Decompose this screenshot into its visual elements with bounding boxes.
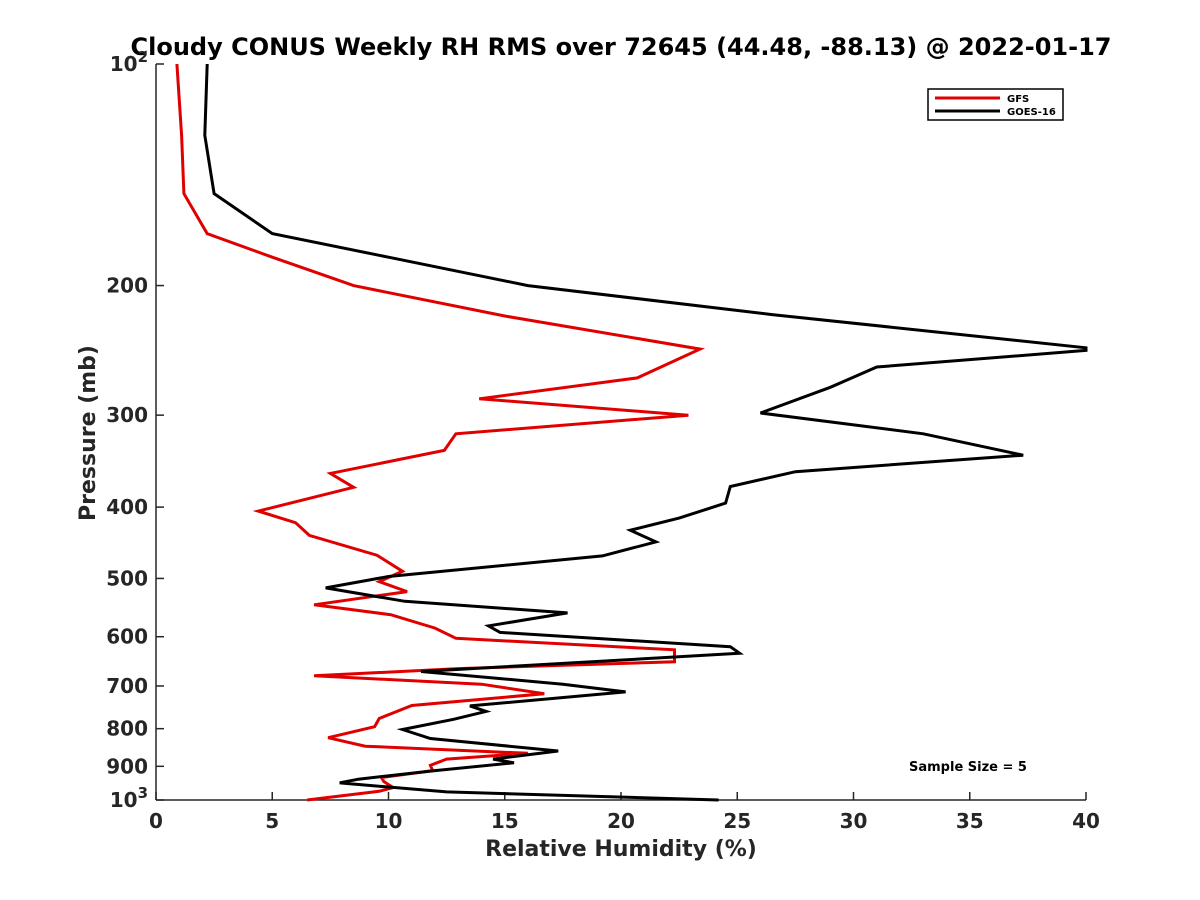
- y-axis-label: Pressure (mb): [76, 345, 101, 521]
- x-tick-label: 10: [375, 809, 403, 833]
- y-tick-label: 200: [106, 274, 148, 298]
- x-tick-label: 35: [956, 809, 984, 833]
- sample-size-annotation: Sample Size = 5: [909, 760, 1027, 775]
- x-tick-label: 40: [1072, 809, 1100, 833]
- legend-box: [927, 88, 1064, 121]
- series-line-gfs: [175, 63, 706, 802]
- y-tick-label: 400: [106, 495, 148, 519]
- x-tick-label: 30: [840, 809, 868, 833]
- x-tick-label: 15: [491, 809, 519, 833]
- y-tick-label: 700: [106, 674, 148, 698]
- legend-label-gfs: GFS: [1007, 94, 1029, 105]
- x-tick-label: 20: [607, 809, 635, 833]
- y-tick-label: 300: [106, 403, 148, 427]
- x-tick-label: 5: [265, 809, 279, 833]
- plot-area: 102 200 300 400 500 600 700 800 900 103 0 5 10 15 20 2…: [106, 48, 1100, 833]
- series-line-goes16: [203, 63, 1088, 802]
- x-tick-label: 0: [149, 809, 163, 833]
- y-axis: 102 200 300 400 500 600 700 800 900 103: [106, 48, 164, 812]
- y-tick-label: 900: [106, 754, 148, 778]
- y-tick-label: 600: [106, 625, 148, 649]
- y-tick-label: 500: [106, 566, 148, 590]
- y-tick-label: 103: [110, 784, 148, 812]
- chart-title: Cloudy CONUS Weekly RH RMS over 72645 (4…: [131, 33, 1112, 61]
- x-axis-label: Relative Humidity (%): [485, 837, 757, 862]
- x-tick-label: 25: [723, 809, 751, 833]
- series-layer: [175, 63, 1088, 802]
- y-tick-label: 800: [106, 717, 148, 741]
- legend: GFS GOES-16: [927, 88, 1064, 121]
- legend-label-goes16: GOES-16: [1007, 107, 1056, 118]
- y-tick-label: 102: [110, 48, 148, 76]
